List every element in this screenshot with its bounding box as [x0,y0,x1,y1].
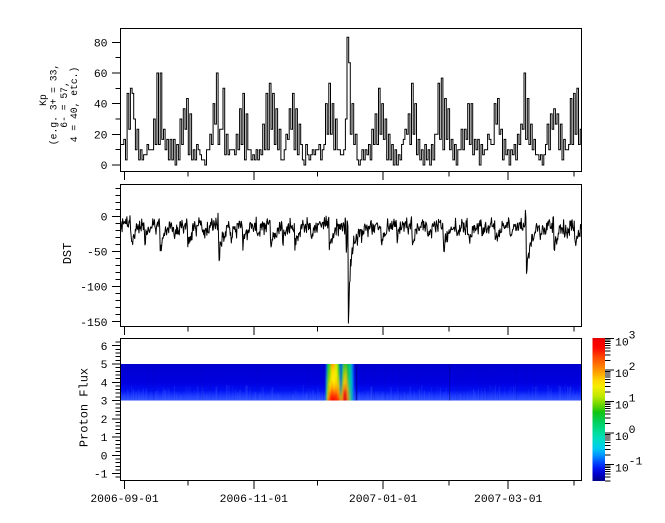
svg-text:2: 2 [101,415,108,427]
svg-text:6- = 57,: 6- = 57, [59,81,70,128]
svg-text:4 = 40, etc.): 4 = 40, etc.) [69,67,80,143]
svg-text:40: 40 [94,100,108,112]
svg-text:-150: -150 [80,318,108,330]
svg-text:2007-01-01: 2007-01-01 [349,494,418,506]
svg-text:DST: DST [61,243,75,265]
svg-text:2006-09-01: 2006-09-01 [90,494,159,506]
svg-text:Kp: Kp [38,94,49,106]
svg-text:5: 5 [101,360,108,372]
svg-text:(e.g. 3+ = 33,: (e.g. 3+ = 33, [48,64,59,145]
svg-text:3: 3 [101,397,108,409]
svg-text:Proton Flux: Proton Flux [78,368,92,447]
svg-text:2006-11-01: 2006-11-01 [220,494,289,506]
svg-text:0: 0 [101,451,108,463]
svg-text:-100: -100 [80,283,108,295]
svg-text:6: 6 [101,342,108,354]
svg-text:2007-03-01: 2007-03-01 [474,494,543,506]
svg-text:60: 60 [94,69,108,81]
svg-text:0: 0 [101,213,108,225]
svg-text:0: 0 [101,161,108,173]
svg-text:4: 4 [101,378,108,390]
svg-text:1: 1 [101,433,108,445]
svg-text:20: 20 [94,130,108,142]
svg-text:-50: -50 [87,248,108,260]
svg-text:-1: -1 [94,470,108,482]
svg-text:80: 80 [94,38,108,50]
